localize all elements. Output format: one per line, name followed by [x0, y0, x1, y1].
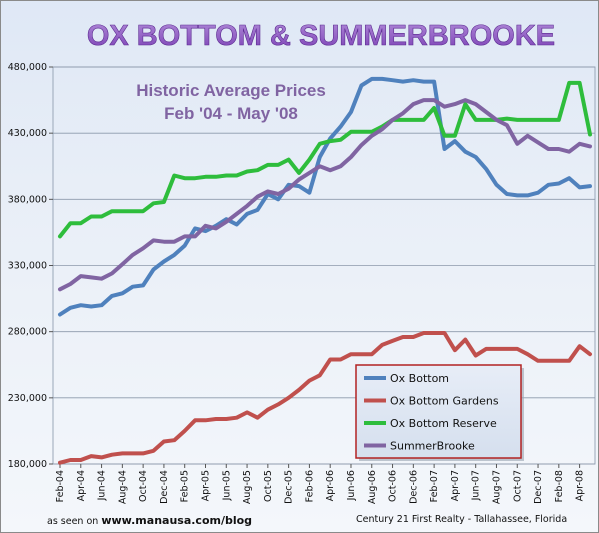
chart-subtitle-line1: Historic Average Prices [136, 81, 326, 100]
legend-label: Ox Bottom [390, 372, 449, 385]
x-tick-label: Aug-07 [491, 470, 502, 504]
x-tick-label: Oct-07 [512, 470, 523, 502]
x-tick-label: Jun-06 [346, 470, 357, 501]
y-tick-label: 430,000 [8, 128, 47, 139]
x-tick-label: Dec-07 [533, 470, 544, 504]
x-tick-label: Dec-05 [284, 470, 295, 504]
series-line-ox-bottom-gardens [58, 331, 592, 465]
x-tick-label: Feb-04 [55, 470, 66, 502]
x-tick-label: Oct-05 [263, 470, 274, 502]
x-tick-label: Oct-06 [388, 470, 399, 502]
chart-title: OX BOTTOM & SUMMERBROOKE [87, 20, 555, 52]
x-tick-label: Apr-05 [200, 470, 211, 501]
y-axis-ticks: 180,000 230,000 280,000 330,000 380,000 430,0… [8, 62, 53, 470]
legend-label: Ox Bottom Gardens [390, 395, 499, 408]
footer-right: Century 21 First Realty - Tallahassee, F… [356, 514, 568, 525]
y-tick-label: 180,000 [8, 459, 47, 470]
y-tick-label: 330,000 [8, 261, 47, 272]
legend: Ox Bottom Ox Bottom Gardens Ox Bottom Rese… [355, 364, 524, 461]
legend-label: Ox Bottom Reserve [390, 417, 497, 430]
y-tick-label: 480,000 [8, 62, 47, 73]
series-line-ox-bottom [58, 76, 592, 317]
x-tick-label: Jun-04 [97, 470, 108, 501]
x-tick-label: Feb-07 [429, 470, 440, 502]
y-tick-label: 280,000 [8, 327, 47, 338]
x-tick-label: Aug-06 [367, 470, 378, 504]
x-tick-label: Apr-07 [450, 470, 461, 501]
chart-subtitle-line2: Feb '04 - May '08 [164, 104, 298, 123]
footer-left: as seen on www.manausa.com/blog [47, 514, 252, 527]
x-tick-label: Dec-06 [408, 470, 419, 504]
y-tick-label: 230,000 [8, 393, 47, 404]
x-tick-label: Feb-06 [304, 470, 315, 502]
x-tick-label: Apr-06 [325, 470, 336, 501]
x-tick-label: Aug-05 [242, 470, 253, 504]
series-lines [58, 76, 592, 465]
series-line-summerbrooke [58, 98, 592, 292]
series-line-ox-bottom-reserve [58, 80, 592, 239]
x-tick-label: Feb-08 [554, 470, 565, 502]
x-tick-label: Jun-05 [221, 470, 232, 501]
x-tick-label: Aug-04 [117, 470, 128, 504]
footer-left-prefix: as seen on [47, 516, 99, 527]
x-axis-ticks: Feb-04 Apr-04 Jun-04 Aug-04 Oct-04 Dec-04 Feb-… [55, 464, 586, 504]
footer-site-link[interactable]: www.manausa.com/blog [101, 514, 253, 527]
x-tick-label: Dec-04 [159, 470, 170, 504]
x-tick-label: Apr-04 [76, 470, 87, 501]
x-tick-label: Apr-08 [575, 470, 586, 501]
x-tick-label: Oct-04 [138, 470, 149, 502]
legend-label: SummerBrooke [390, 440, 475, 453]
x-tick-label: Jun-07 [471, 470, 482, 501]
y-tick-label: 380,000 [8, 194, 47, 205]
x-tick-label: Feb-05 [180, 470, 191, 502]
legend-box [355, 364, 522, 459]
